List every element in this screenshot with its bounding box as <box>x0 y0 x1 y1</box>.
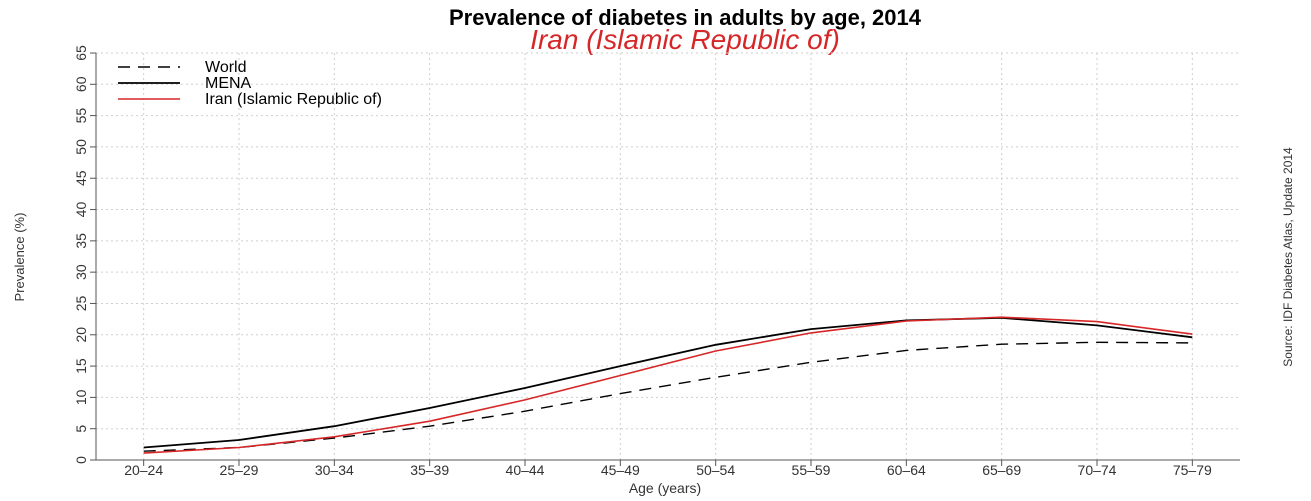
chart-title: Prevalence of diabetes in adults by age,… <box>449 5 922 30</box>
y-tick-label: 20 <box>73 327 89 343</box>
y-tick-label: 45 <box>73 170 89 186</box>
legend-label-mena: MENA <box>205 75 252 92</box>
x-tick-label: 50–54 <box>696 462 735 478</box>
chart-subtitle: Iran (Islamic Republic of) <box>530 24 840 55</box>
y-axis-label: Prevalence (%) <box>12 213 27 302</box>
x-tick-label: 65–69 <box>982 462 1021 478</box>
y-tick-label: 40 <box>73 202 89 218</box>
y-tick-label: 50 <box>73 139 89 155</box>
legend-label-iran-islamic-republic-of: Iran (Islamic Republic of) <box>205 91 382 108</box>
series-line-iran-islamic-republic-of <box>143 316 1193 454</box>
y-tick-label: 15 <box>73 358 89 374</box>
series-lines <box>143 316 1193 454</box>
series-line-world <box>143 341 1193 452</box>
x-tick-label: 55–59 <box>792 462 831 478</box>
y-tick-label: 60 <box>73 76 89 92</box>
x-tick-label: 30–34 <box>315 462 354 478</box>
y-tick-label: 25 <box>73 295 89 311</box>
legend-label-world: World <box>205 59 247 76</box>
x-tick-label: 75–79 <box>1173 462 1212 478</box>
y-tick-label: 10 <box>73 389 89 405</box>
x-tick-label: 20–24 <box>124 462 163 478</box>
x-axis-label: Age (years) <box>629 480 701 496</box>
y-tick-label: 65 <box>73 45 89 61</box>
axes: 0 5 10 15 20 25 30 35 40 45 50 55 60 65 20–24 25–29 30–3… <box>73 45 1240 478</box>
y-tick-label: 0 <box>73 456 89 464</box>
y-tick-label: 5 <box>73 425 89 433</box>
source-note: Source: IDF Diabetes Atlas, Update 2014 <box>1281 147 1295 367</box>
x-tick-label: 35–39 <box>410 462 449 478</box>
x-tick-label: 25–29 <box>220 462 259 478</box>
x-tick-label: 70–74 <box>1078 462 1117 478</box>
x-tick-label: 45–49 <box>601 462 640 478</box>
x-tick-label: 60–64 <box>887 462 926 478</box>
y-tick-label: 35 <box>73 233 89 249</box>
y-tick-label: 55 <box>73 108 89 124</box>
series-line-mena <box>143 316 1193 449</box>
y-tick-label: 30 <box>73 264 89 280</box>
x-tick-label: 40–44 <box>506 462 545 478</box>
gridlines <box>96 52 1240 460</box>
